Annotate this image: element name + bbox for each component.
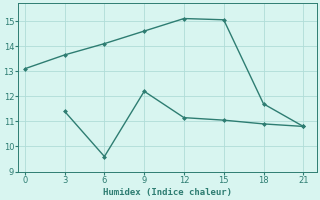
X-axis label: Humidex (Indice chaleur): Humidex (Indice chaleur) <box>103 188 232 197</box>
